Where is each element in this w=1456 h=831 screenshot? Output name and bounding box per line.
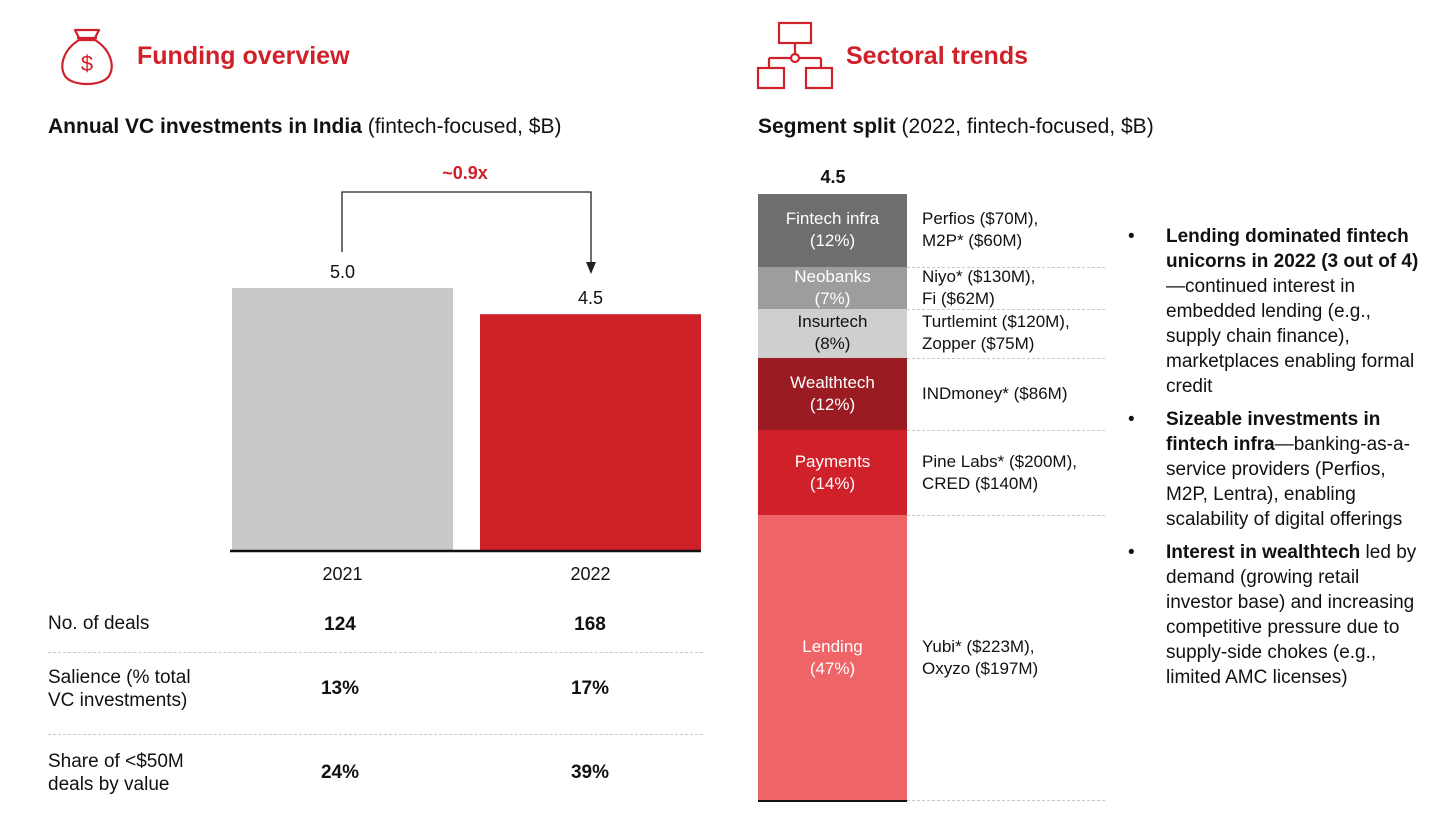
subtitle-segment-split-rest: (2022, fintech-focused, $B) (895, 115, 1154, 138)
segment-examples-label: Yubi* ($223M), Oxyzo ($197M) (922, 636, 1039, 678)
table-divider (48, 734, 703, 735)
segment-percent-label: (47%) (809, 658, 856, 678)
segment-divider (907, 515, 1105, 516)
segment-divider (907, 267, 1105, 268)
segment-examples-label: Niyo* ($130M), Fi ($62M) (922, 266, 1036, 308)
money-bag-icon-svg: $ (61, 28, 113, 86)
segment-divider (907, 358, 1105, 359)
insight-bullet-text: led by demand (growing retail investor b… (1166, 542, 1417, 688)
segment-examples-label: INDmoney* ($86M) (922, 383, 1068, 403)
section-title-funding: Funding overview (137, 42, 350, 70)
table-cell-v2021: 24% (320, 762, 360, 783)
insight-bullet: • Sizeable investments in fintech infra—b… (1128, 407, 1428, 532)
stack-segment-insurtech: Insurtech (8%) (758, 309, 907, 358)
segment-percent-label: (7%) (814, 288, 851, 308)
segment-percent-label: (12%) (809, 231, 856, 251)
stack-segment-wealthtech: Wealthtech (12%) (758, 357, 907, 431)
table-cell-v2021: 13% (320, 678, 360, 699)
bullet-dot-icon: • (1128, 542, 1135, 563)
subtitle-segment-split: Segment split (2022, fintech-focused, $B… (758, 115, 1154, 139)
segment-name-label: Payments (794, 451, 871, 471)
segment-name-label: Insurtech (797, 312, 868, 332)
segment-examples-label: Turtlemint ($120M), Zopper ($75M) (922, 312, 1070, 354)
bar-value-label-2022: 4.5 (578, 288, 603, 308)
bar-chart-annual-vc: 5.0 2021 4.5 2022 (230, 262, 701, 584)
bar-2021 (232, 288, 453, 550)
segment-percent-label: (8%) (814, 334, 851, 354)
insight-bullet-bold: Lending dominated fintech unicorns in 20… (1166, 226, 1419, 272)
money-bag-icon: $ (55, 24, 119, 88)
org-chart-icon-svg (756, 21, 834, 90)
stack-total-label: 4.5 (820, 167, 846, 187)
bar-2022 (480, 314, 701, 550)
segment-name-label: Neobanks (794, 266, 871, 286)
stack-segment-fintech-infra: Fintech infra (12%) (758, 194, 907, 267)
bar-value-label-2021: 5.0 (330, 262, 355, 282)
insight-bullet: • Lending dominated fintech unicorns in 2… (1128, 224, 1428, 399)
insight-bullet: • Interest in wealthtech led by demand (g… (1128, 540, 1428, 690)
segment-percent-label: (12%) (809, 394, 856, 414)
subtitle-segment-split-bold: Segment split (758, 115, 896, 138)
org-chart-icon (755, 20, 835, 92)
table-row-label: Share of <$50M deals by value (48, 751, 184, 795)
arrow-head-icon (586, 262, 596, 274)
insights-list: • Lending dominated fintech unicorns in 2… (1128, 224, 1428, 698)
bullet-dot-icon: • (1128, 409, 1135, 430)
segment-percent-label: (14%) (809, 473, 856, 493)
table-cell-v2021: 124 (324, 614, 356, 635)
segment-name-label: Wealthtech (790, 372, 875, 392)
segment-divider (907, 430, 1105, 431)
segment-name-label: Lending (802, 636, 863, 656)
subtitle-annual-vc-bold: Annual VC investments in India (48, 115, 362, 138)
svg-text:$: $ (81, 51, 93, 76)
x-tick-label-2021: 2021 (322, 564, 362, 584)
insight-bullet-bold: Sizeable investments in fintech infra (1166, 409, 1381, 455)
stack-baseline (758, 800, 907, 802)
subtitle-annual-vc-rest: (fintech-focused, $B) (361, 115, 562, 138)
insight-bullet-bold: Interest in wealthtech (1166, 542, 1361, 563)
segment-examples-label: Pine Labs* ($200M), CRED ($140M) (922, 451, 1077, 493)
segment-divider (907, 800, 1105, 801)
table-cell-v2022: 168 (574, 614, 606, 635)
segment-name-label: Fintech infra (785, 209, 880, 229)
change-bracket (341, 191, 596, 274)
bullet-dot-icon: • (1128, 226, 1135, 247)
x-tick-label-2022: 2022 (570, 564, 610, 584)
section-title-sectoral: Sectoral trends (846, 42, 1029, 70)
stack-segment-lending: Lending (47%) (758, 515, 907, 800)
segment-examples-label: Perfios ($70M), M2P* ($60M) (922, 209, 1039, 251)
stack-segment-neobanks: Neobanks (7%) (758, 266, 907, 310)
insight-bullet-text: —continued interest in embedded lending … (1166, 276, 1415, 397)
table-cell-v2022: 17% (570, 678, 610, 699)
table-row-label: No. of deals (48, 613, 150, 634)
subtitle-annual-vc: Annual VC investments in India (fintech-… (48, 115, 561, 139)
table-row-label: Salience (% total VC investments) (48, 667, 191, 711)
change-label: ~0.9x (442, 163, 488, 183)
table-divider (48, 652, 703, 653)
insight-bullet-text: —banking-as-a-service providers (Perfios… (1166, 434, 1410, 530)
segment-divider (907, 309, 1105, 310)
table-cell-v2022: 39% (570, 762, 610, 783)
stack-segment-payments: Payments (14%) (758, 430, 907, 516)
